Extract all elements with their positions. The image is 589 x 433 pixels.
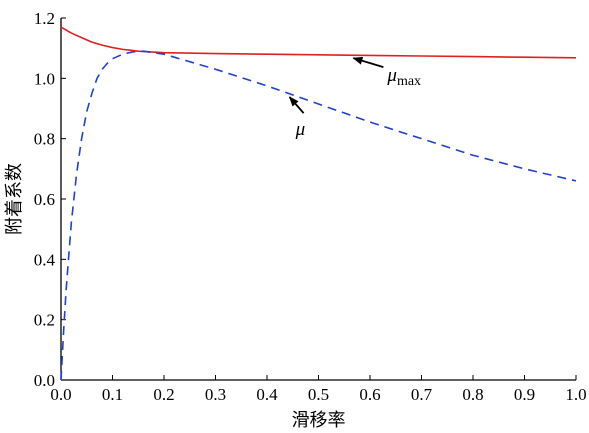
y-tick-label: 0.0: [34, 371, 55, 390]
x-tick-label: 0.4: [256, 385, 278, 404]
annotation-arrow: [352, 56, 384, 69]
x-axis-label: 滑移率: [292, 410, 346, 431]
x-tick-label: 0.7: [411, 385, 433, 404]
y-tick-label: 1.0: [34, 69, 55, 88]
y-tick-label: 0.6: [34, 190, 55, 209]
annotation-symbol: μ: [386, 65, 397, 86]
annotation-subscript: max: [397, 74, 421, 89]
annotation-symbol: μ: [295, 119, 306, 140]
series-layer: [60, 26, 577, 381]
y-axis-label: 附着系数: [4, 163, 25, 235]
mu-series-line: [60, 50, 577, 381]
x-tick-label: 0.3: [205, 385, 226, 404]
mu-annotation: μ: [295, 119, 306, 140]
mu-max-series-line: [60, 26, 577, 59]
x-tick-label: 0.6: [359, 385, 380, 404]
x-tick-label: 1.0: [565, 385, 586, 404]
x-tick-label: 0.1: [102, 385, 123, 404]
x-tick-label: 0.9: [514, 385, 535, 404]
x-tick-label: 0.0: [50, 385, 71, 404]
mu-max-annotation: μmax: [386, 65, 421, 89]
x-tick-label: 0.8: [462, 385, 483, 404]
x-tick-label: 0.5: [308, 385, 329, 404]
ticks: 0.0 0.1 0.2 0.3 0.4 0.5 0.6 0.7 0.8 0.9 1.0 0.0 0.2 0…: [34, 9, 587, 404]
y-tick-label: 0.8: [34, 130, 55, 149]
annotation-arrow: [288, 96, 305, 114]
x-tick-label: 0.2: [153, 385, 174, 404]
y-tick-label: 0.2: [34, 311, 55, 330]
y-tick-label: 1.2: [34, 9, 55, 28]
y-tick-label: 0.4: [34, 250, 56, 269]
axes: [60, 18, 576, 381]
